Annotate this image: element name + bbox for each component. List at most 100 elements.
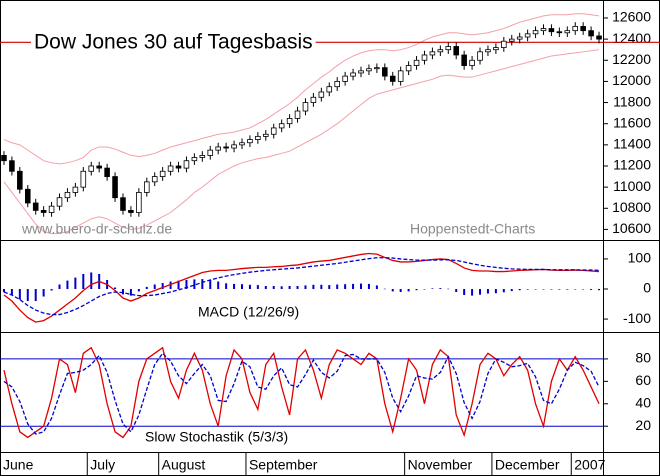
histogram-bar: [248, 284, 251, 290]
histogram-bar: [518, 289, 521, 291]
candle-body: [199, 155, 206, 158]
histogram-bar: [320, 284, 323, 290]
y-tick-label: 100: [628, 250, 652, 266]
candle-body: [382, 67, 388, 77]
candle-body: [278, 123, 285, 129]
candle-body: [231, 144, 237, 149]
x-tick-label: 2007: [574, 457, 605, 473]
candle-body: [556, 31, 563, 34]
histogram-bar: [328, 285, 331, 290]
histogram-bar: [121, 289, 124, 295]
candle-body: [302, 102, 309, 112]
histogram-bar: [137, 289, 140, 292]
histogram-bar: [312, 284, 315, 290]
candle-body: [263, 133, 269, 137]
candle-body: [326, 86, 333, 93]
source-note: Hoppenstedt-Charts: [410, 221, 535, 237]
histogram-bar: [304, 285, 307, 290]
candle-body: [477, 51, 483, 61]
candle-body: [183, 160, 190, 169]
candle-body: [24, 188, 31, 204]
y-tick-label: 80: [635, 350, 651, 366]
histogram-bar: [574, 289, 577, 290]
histogram-bar: [114, 287, 117, 290]
candle-body: [334, 81, 340, 88]
histogram-bar: [455, 289, 458, 293]
histogram-bar: [391, 289, 394, 292]
label-backdrop: [142, 428, 292, 445]
histogram-bar: [209, 279, 212, 290]
candle-body: [167, 165, 174, 172]
histogram-bar: [471, 289, 474, 296]
candle-body: [104, 167, 110, 177]
histogram-bar: [344, 284, 347, 290]
candle-body: [80, 170, 87, 188]
band-line: [3, 13, 600, 165]
histogram-bar: [129, 289, 132, 296]
candle-body: [136, 192, 142, 213]
histogram-bar: [66, 280, 69, 290]
candle-body: [389, 75, 396, 82]
candle-body: [318, 91, 325, 98]
candle-body: [112, 176, 118, 199]
histogram-bar: [447, 288, 450, 290]
x-tick-label: December: [495, 457, 560, 473]
histogram-bar: [42, 289, 45, 297]
histogram-bar: [486, 289, 489, 294]
candle-body: [524, 33, 531, 38]
histogram-bar: [590, 289, 593, 290]
histogram-bar: [217, 281, 220, 290]
histogram-bar: [2, 289, 5, 293]
histogram-bar: [439, 288, 442, 290]
candle-body: [397, 70, 404, 82]
candle-body: [437, 49, 444, 53]
histogram-bar: [415, 289, 418, 291]
histogram-bar: [542, 289, 545, 290]
candle-body: [461, 54, 467, 66]
candle-body: [96, 165, 102, 169]
histogram-bar: [177, 280, 180, 290]
candle-body: [128, 209, 134, 213]
x-tick-label: July: [90, 457, 115, 473]
x-tick-label: November: [408, 457, 473, 473]
y-tick-label: -100: [623, 310, 651, 326]
candle-body: [485, 49, 491, 53]
series-line: [3, 346, 600, 439]
histogram-bar: [550, 289, 553, 290]
histogram-bar: [233, 283, 236, 290]
candle-body: [64, 192, 71, 199]
candle-body: [342, 75, 348, 82]
candle-body: [48, 205, 55, 213]
histogram-bar: [566, 289, 569, 290]
candle-body: [9, 160, 15, 172]
histogram-bar: [34, 289, 37, 302]
candle-body: [239, 142, 245, 146]
candle-body: [572, 26, 579, 32]
candle-body: [255, 135, 261, 140]
y-tick-label: 11400: [613, 136, 651, 152]
candle-body: [580, 26, 586, 32]
candle-body: [151, 176, 158, 183]
histogram-bar: [280, 286, 283, 290]
histogram-bar: [169, 281, 172, 290]
watermark: www.buero-dr-schulz.de: [21, 221, 172, 237]
histogram-bar: [90, 272, 93, 290]
histogram-bar: [82, 273, 85, 290]
candle-body: [453, 46, 459, 56]
candle-body: [588, 30, 594, 37]
x-tick-label: August: [162, 457, 206, 473]
candle-body: [286, 118, 293, 125]
histogram-bar: [58, 284, 61, 290]
candle-body: [413, 59, 420, 66]
histogram-bar: [360, 283, 363, 290]
x-tick-label: September: [249, 457, 318, 473]
candle-body: [191, 157, 198, 162]
histogram-bar: [185, 279, 188, 290]
candle-body: [421, 54, 428, 61]
histogram-bar: [502, 289, 505, 293]
y-tick-label: 12600: [612, 9, 651, 25]
x-tick-label: June: [3, 457, 34, 473]
candle-body: [508, 38, 515, 42]
